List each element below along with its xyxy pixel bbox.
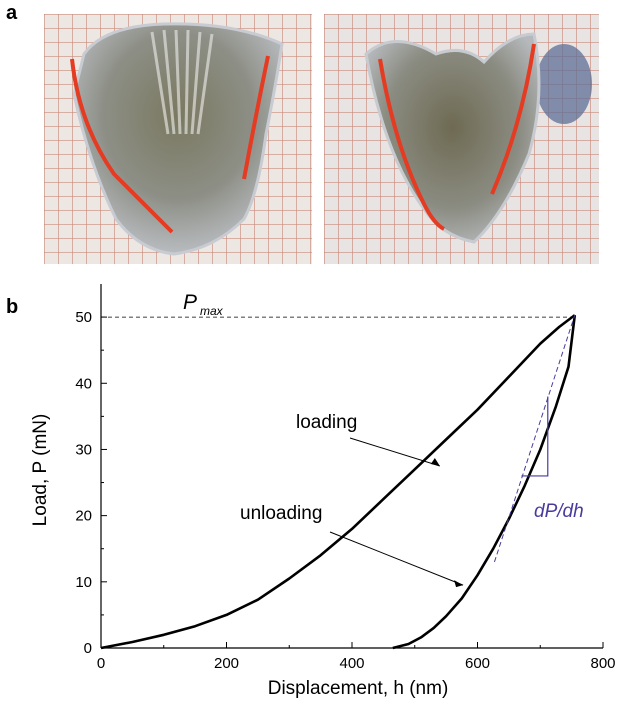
panel-a-label: a [6,2,18,24]
unloading-label: unloading [240,503,322,524]
x-tick-label: 600 [465,655,490,672]
unloading-arrowhead [454,580,464,588]
loading-arrow [349,437,440,467]
slope-label: dP/dh [534,501,584,522]
slope-triangle [521,396,549,477]
specimen-photo-left [44,14,312,264]
y-tick-label: 30 [75,441,92,458]
specimen-photo-right [324,14,599,264]
y-tick-label: 10 [75,574,92,591]
y-tick-label: 20 [75,508,92,525]
curve-layer [100,314,577,650]
pmax-label: P [183,291,197,314]
series-loading-line [100,314,576,650]
unloading-arrow [329,531,464,586]
load-displacement-chart: 0 200 400 600 800 0 10 20 30 40 50 Displacement, h … [30,284,616,699]
series-unloading-line [392,314,577,650]
y-tick-label: 50 [75,309,92,326]
panel-b-label: b [6,296,19,318]
y-tick-label: 40 [75,375,92,392]
y-tick-label: 0 [84,640,92,657]
pmax-subscript: max [200,304,224,318]
tangent-line [493,314,576,563]
y-axis-label: Load, P (mN) [30,414,51,527]
x-tick-label: 200 [214,655,239,672]
x-axis-label: Displacement, h (nm) [268,678,449,699]
plot-area: 0 200 400 600 800 0 10 20 30 40 50 Displacement, h … [30,284,616,699]
x-tick-label: 0 [97,655,105,672]
x-tick-label: 800 [590,655,615,672]
loading-label: loading [296,412,357,433]
x-tick-label: 400 [339,655,364,672]
loading-arrowhead [430,458,440,466]
